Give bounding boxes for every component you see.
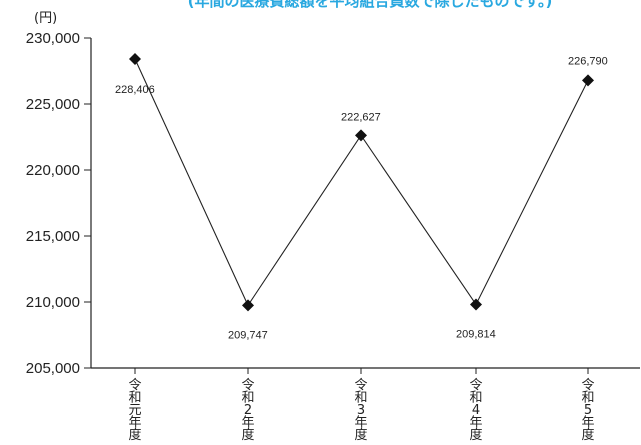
x-tick-label-char: 年 — [354, 416, 367, 431]
axes — [90, 38, 640, 369]
x-tick-label-char: 2 — [244, 403, 252, 418]
title-layer: (年間の医療費総額を平均組合員数で除したものです。) (円) — [34, 0, 552, 26]
data-label: 228,406 — [115, 84, 155, 96]
x-tick-label-char: 和 — [581, 391, 594, 406]
x-tick-label-char: 令 — [354, 378, 367, 393]
x-tick-label-char: 和 — [128, 391, 141, 406]
y-tick-label: 215,000 — [26, 228, 80, 245]
y-ticks: 205,000 210,000 215,000 220,000 225,000 230,0… — [26, 30, 91, 377]
x-tick-label-char: 年 — [581, 416, 594, 431]
x-tick-label-char: 和 — [241, 391, 254, 406]
x-tick-label-char: 度 — [469, 427, 482, 443]
x-tick-label-char: 和 — [469, 391, 482, 406]
y-tick-label: 230,000 — [26, 30, 80, 47]
data-labels: 228,406 209,747 222,627 209,814 226,790 — [115, 55, 608, 341]
y-tick-label: 225,000 — [26, 96, 80, 113]
data-point-marker — [582, 74, 594, 87]
y-tick-label: 220,000 — [26, 162, 80, 179]
x-tick-label-char: 年 — [128, 416, 141, 431]
data-label: 209,814 — [456, 328, 496, 340]
data-label: 209,747 — [228, 329, 268, 341]
series-line — [134, 58, 589, 307]
x-tick-label-char: 5 — [584, 403, 592, 418]
x-tick-label-char: 度 — [241, 427, 254, 443]
x-tick-label-char: 令 — [128, 378, 141, 393]
x-tick-label-char: 度 — [581, 427, 594, 443]
y-tick-label: 210,000 — [26, 294, 80, 311]
x-tick-label-char: 4 — [472, 403, 480, 418]
x-tick-label-char: 度 — [128, 427, 141, 443]
x-tick-label-char: 和 — [354, 391, 367, 406]
x-tick-label-char: 令 — [241, 378, 254, 393]
data-point-marker — [355, 129, 367, 142]
chart-subtitle: (年間の医療費総額を平均組合員数で除したものです。) — [188, 0, 553, 10]
y-tick-label: 205,000 — [26, 360, 80, 377]
data-label: 222,627 — [341, 111, 381, 123]
data-point-marker — [470, 298, 482, 311]
y-axis-unit-label: (円) — [34, 11, 57, 26]
x-tick-label-char: 元 — [128, 403, 141, 418]
x-tick-label-char: 度 — [354, 427, 367, 443]
series — [129, 53, 594, 312]
x-tick-label-char: 年 — [469, 416, 482, 431]
data-point-marker — [129, 53, 141, 66]
data-point-marker — [242, 299, 254, 312]
x-tick-label-char: 3 — [357, 403, 365, 418]
x-tick-label-char: 令 — [469, 378, 482, 393]
x-tick-label-char: 令 — [581, 378, 594, 393]
data-label: 226,790 — [568, 55, 608, 67]
x-tick-label-char: 年 — [241, 416, 254, 431]
